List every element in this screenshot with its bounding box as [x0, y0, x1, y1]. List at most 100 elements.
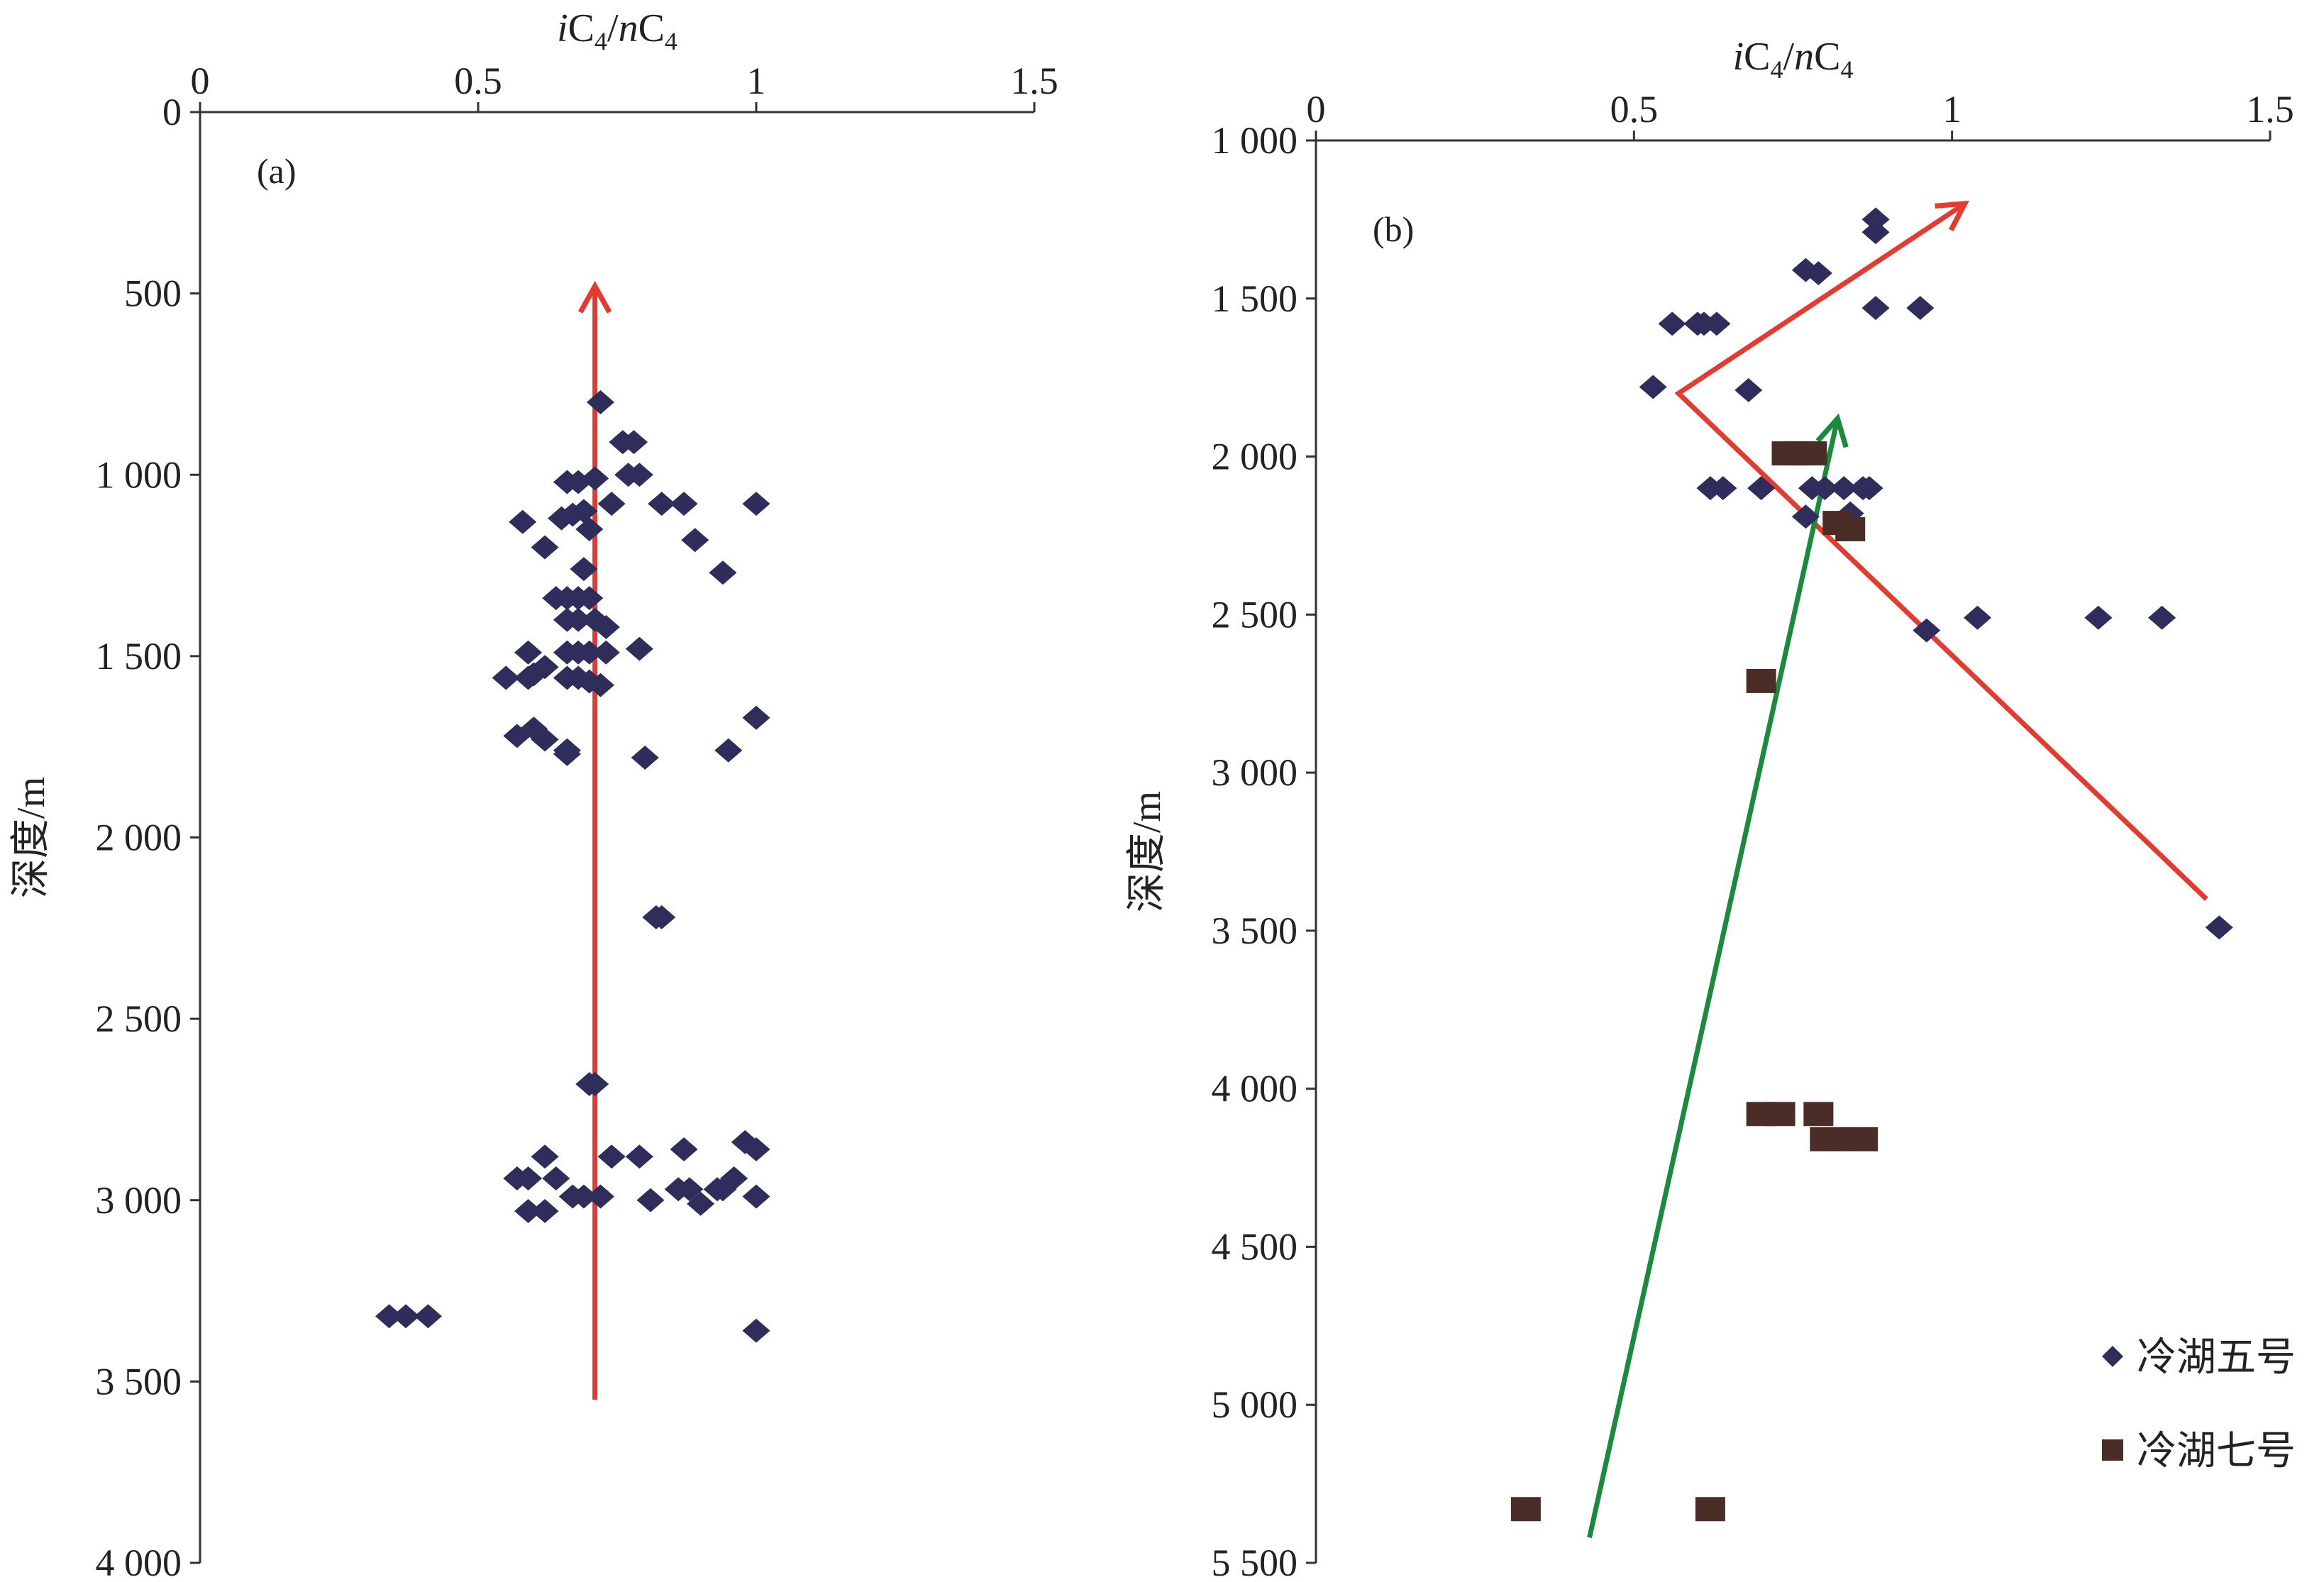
panel-a-data-point-diamond [687, 1191, 715, 1216]
panel-b-legend-marker-square [2102, 1439, 2123, 1461]
panel-a-x-tick-label: 0.5 [454, 60, 502, 102]
panel-a-data-point-diamond [570, 1184, 598, 1209]
panel-a-data-point-diamond [414, 1304, 442, 1329]
panel-b-y-tick-label: 3 000 [1212, 751, 1298, 794]
panel-b-legend-label: 冷湖五号 [2137, 1334, 2296, 1381]
panel-a-data-point-diamond [531, 727, 559, 752]
panel-a-data-point-diamond [586, 673, 615, 697]
panel-b-data-point-diamond [1709, 476, 1737, 501]
panel-b-data-point-diamond [1810, 476, 1839, 501]
panel-b-data-point-diamond [1791, 504, 1820, 529]
panel-a-x-axis-title: iC4/nC4 [557, 6, 677, 55]
panel-b-data-point-square [1765, 1102, 1795, 1127]
panel-b-data-point-diamond [1861, 207, 1890, 232]
panel-a-y-axis-title: 深度/m [9, 777, 53, 898]
panel-b-data-point-square [1797, 441, 1827, 466]
panel-b-data-point-square [1803, 1102, 1834, 1127]
panel-b-x-axis-title-part: 4 [1771, 55, 1783, 84]
panel-b-y-tick-label: 5 000 [1212, 1383, 1298, 1426]
panel-a-data-point-diamond [742, 492, 770, 516]
panel-b-data-point-diamond [1855, 476, 1883, 501]
panel-b-trend-arrow [1587, 413, 1849, 1539]
panel-b-x-axis-title-part: C [1744, 35, 1770, 79]
panel-a-data-point-diamond [575, 586, 604, 611]
panel-a-data-point-diamond [619, 430, 648, 455]
panel-b-data-point-square [1695, 1497, 1725, 1522]
panel-a-data-point-diamond [575, 640, 604, 665]
panel-b-trend-arrow [1674, 200, 2208, 901]
panel-b-data-point-diamond [2205, 915, 2233, 940]
panel-a-data-point-diamond [542, 1166, 570, 1191]
panel-b-data-point-square [1848, 1127, 1878, 1151]
panel-a-data-point-diamond [592, 614, 620, 639]
panel-a-chart: 0 0.5 1 1.5 0 500 1 000 1 500 2 000 2 500 3 000 3 5… [9, 6, 1058, 1582]
panel-a-data-point-diamond [709, 560, 737, 585]
panel-a-x-axis-title-part: / [607, 6, 619, 50]
panel-a-data-point-diamond [553, 741, 581, 766]
panel-b-x-tick-label: 0.5 [1610, 88, 1659, 131]
panel-b-y-tick-label: 2 000 [1212, 436, 1298, 478]
panel-a-data-point-diamond [681, 528, 709, 553]
panel-a-panel-label: (a) [257, 151, 297, 191]
panel-a-data-point-diamond [648, 492, 676, 516]
panel-a-data-point-diamond [625, 1144, 653, 1169]
panel-b-legend-label: 冷湖七号 [2137, 1428, 2296, 1474]
panel-b-data-point-diamond [1861, 220, 1890, 245]
panel-a-data-point-diamond [581, 607, 609, 632]
panel-a-y-tick-label: 0 [162, 91, 182, 133]
panel-a-data-point-diamond [670, 492, 698, 516]
panel-a-y-tick-label: 1 500 [96, 635, 182, 677]
panel-b-data-point-diamond [1861, 296, 1890, 321]
panel-b-y-tick-label: 4 500 [1212, 1225, 1298, 1268]
panel-a-data-point-diamond [648, 905, 676, 929]
panel-b-data-point-square [1835, 517, 1866, 542]
panel-a-data-point-diamond [586, 1184, 615, 1209]
panel-b-panel-label: (b) [1373, 209, 1414, 249]
panel-a-data-point-diamond [709, 1177, 737, 1202]
panel-b-x-axis-title-part: 4 [1840, 55, 1853, 84]
panel-b-x-axis-title-part: n [1794, 35, 1814, 79]
panel-a-x-axis-title-part: C [638, 6, 665, 50]
panel-b-y-tick-label: 2 500 [1212, 593, 1298, 636]
panel-b-y-tick-label: 1 000 [1212, 119, 1298, 162]
panel-b-data-point-square [1746, 668, 1776, 693]
panel-b-data-point-diamond [1963, 605, 1992, 630]
panel-b-y-tick-label: 5 500 [1212, 1542, 1298, 1582]
panel-a-x-axis-title-part: C [568, 6, 594, 50]
panel-a-data-point-diamond [514, 1199, 543, 1224]
panel-b-data-point-diamond [1804, 261, 1832, 286]
panel-a-y-tick-label: 1 000 [96, 453, 182, 496]
panel-b-x-tick-label: 1 [1942, 88, 1961, 131]
panel-b-data-point-diamond [1906, 296, 1935, 321]
panel-a-data-point-diamond [531, 1144, 559, 1169]
panel-b-data-point-diamond [1639, 375, 1667, 399]
panel-a-data-point-diamond [631, 746, 659, 770]
panel-b-data-point-diamond [1913, 618, 1941, 643]
panel-a-data-point-diamond [675, 1177, 704, 1202]
panel-b-x-axis-title: iC4/nC4 [1733, 35, 1854, 84]
panel-a-data-point-diamond [514, 640, 543, 665]
panel-a-x-tick-label: 1 [747, 60, 766, 102]
panel-a-data-point-diamond [742, 705, 770, 730]
panel-b-y-axis-title: 深度/m [1125, 791, 1169, 912]
panel-a-data-point-diamond [714, 738, 743, 763]
panel-a-data-point-diamond [581, 1072, 609, 1097]
panel-a-data-point-diamond [514, 1166, 543, 1191]
panel-a-data-point-diamond [742, 1137, 770, 1162]
panel-a-data-point-diamond [742, 1184, 770, 1209]
panel-b-x-axis-title-part: i [1733, 35, 1744, 79]
panel-a-data-point-diamond [592, 640, 620, 665]
panel-b-data-point-diamond [2148, 605, 2176, 630]
panel-a-data-point-diamond [509, 509, 537, 534]
panel-a-y-tick-label: 4 000 [96, 1542, 182, 1582]
panel-a-data-point-diamond [531, 1199, 559, 1224]
panel-a-data-point-diamond [625, 463, 653, 487]
panel-a-data-point-diamond [625, 636, 653, 661]
panel-a-x-axis-title-part: 4 [665, 27, 677, 55]
panel-b-x-tick-label: 1.5 [2246, 88, 2294, 131]
panel-a-data-point-diamond [586, 390, 615, 414]
panel-a-data-point-diamond [492, 665, 520, 690]
panel-a-data-point-diamond [597, 492, 626, 516]
panel-a-data-point-diamond [392, 1304, 420, 1329]
